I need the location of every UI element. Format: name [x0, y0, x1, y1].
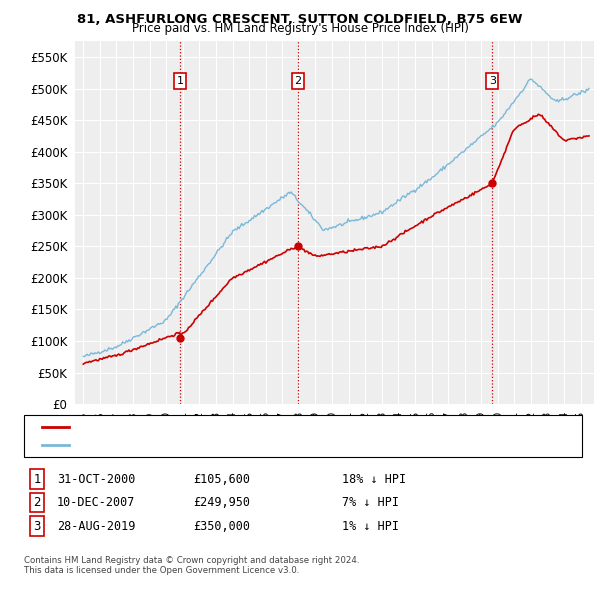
Text: 81, ASHFURLONG CRESCENT, SUTTON COLDFIELD, B75 6EW (detached house): 81, ASHFURLONG CRESCENT, SUTTON COLDFIEL…	[75, 422, 467, 432]
Text: Contains HM Land Registry data © Crown copyright and database right 2024.: Contains HM Land Registry data © Crown c…	[24, 556, 359, 565]
Text: £105,600: £105,600	[193, 473, 251, 486]
Text: 18% ↓ HPI: 18% ↓ HPI	[342, 473, 406, 486]
Text: £350,000: £350,000	[193, 520, 251, 533]
Text: 81, ASHFURLONG CRESCENT, SUTTON COLDFIELD, B75 6EW: 81, ASHFURLONG CRESCENT, SUTTON COLDFIEL…	[77, 13, 523, 26]
Text: This data is licensed under the Open Government Licence v3.0.: This data is licensed under the Open Gov…	[24, 566, 299, 575]
Text: 31-OCT-2000: 31-OCT-2000	[57, 473, 135, 486]
Text: 28-AUG-2019: 28-AUG-2019	[57, 520, 135, 533]
Text: £249,950: £249,950	[193, 496, 251, 509]
Text: 7% ↓ HPI: 7% ↓ HPI	[342, 496, 399, 509]
Text: 10-DEC-2007: 10-DEC-2007	[57, 496, 135, 509]
Text: Price paid vs. HM Land Registry's House Price Index (HPI): Price paid vs. HM Land Registry's House …	[131, 22, 469, 35]
Text: 1% ↓ HPI: 1% ↓ HPI	[342, 520, 399, 533]
Text: 2: 2	[294, 76, 301, 86]
Text: 1: 1	[34, 473, 41, 486]
Text: 3: 3	[488, 76, 496, 86]
Text: 3: 3	[34, 520, 41, 533]
Text: HPI: Average price, detached house, Birmingham: HPI: Average price, detached house, Birm…	[75, 440, 320, 450]
Text: 2: 2	[34, 496, 41, 509]
Text: 1: 1	[176, 76, 184, 86]
